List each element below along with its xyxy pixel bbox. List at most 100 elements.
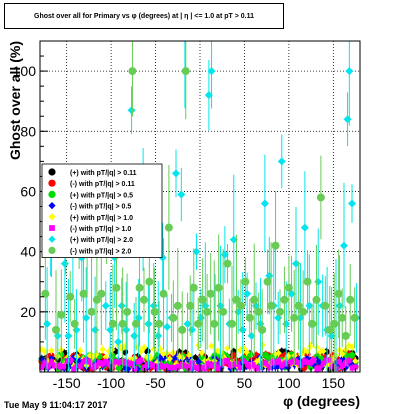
legend-marker bbox=[48, 235, 56, 243]
data-point bbox=[128, 67, 137, 76]
data-point bbox=[87, 359, 93, 365]
data-point bbox=[106, 325, 115, 334]
data-point bbox=[134, 313, 143, 322]
legend-marker bbox=[48, 179, 56, 187]
data-point bbox=[160, 364, 166, 370]
data-point bbox=[123, 307, 132, 316]
data-point bbox=[240, 344, 247, 351]
legend-label: (-) with pT/|q| > 1.0 bbox=[70, 226, 131, 233]
data-point bbox=[253, 365, 259, 371]
data-point bbox=[231, 361, 237, 368]
data-point bbox=[243, 348, 250, 356]
x-tick-label: 100 bbox=[277, 375, 301, 391]
data-point bbox=[154, 365, 160, 371]
data-point bbox=[173, 301, 182, 310]
data-point bbox=[304, 359, 310, 366]
data-point bbox=[348, 351, 356, 359]
data-point bbox=[68, 357, 74, 363]
data-point bbox=[290, 313, 299, 322]
data-point bbox=[352, 364, 358, 370]
data-point bbox=[311, 357, 317, 363]
data-point bbox=[114, 337, 123, 346]
data-point bbox=[102, 353, 109, 361]
x-tick-label: 50 bbox=[237, 375, 253, 391]
data-point bbox=[192, 247, 201, 256]
data-point bbox=[303, 277, 312, 286]
data-point bbox=[76, 347, 84, 354]
data-point bbox=[250, 295, 259, 304]
data-point bbox=[298, 362, 304, 368]
data-point bbox=[164, 223, 173, 232]
data-point bbox=[244, 361, 250, 367]
data-point bbox=[266, 364, 272, 370]
data-point bbox=[206, 289, 215, 298]
data-point bbox=[172, 169, 180, 178]
legend-marker bbox=[48, 190, 56, 198]
data-point bbox=[42, 360, 48, 366]
data-point bbox=[204, 91, 213, 100]
data-point bbox=[334, 289, 343, 298]
data-point bbox=[87, 307, 96, 316]
data-point bbox=[215, 365, 221, 371]
data-point bbox=[41, 289, 50, 298]
data-point bbox=[228, 319, 236, 328]
data-point bbox=[250, 362, 256, 368]
data-point bbox=[199, 364, 205, 371]
data-point bbox=[170, 365, 176, 371]
data-point bbox=[61, 363, 67, 369]
data-point bbox=[100, 361, 106, 367]
data-point bbox=[288, 359, 294, 365]
data-point bbox=[350, 313, 359, 322]
data-point bbox=[279, 363, 285, 369]
legend-label: (+) with pT/|q| > 0.11 bbox=[70, 170, 137, 177]
data-point bbox=[157, 363, 163, 369]
legend-box bbox=[41, 163, 163, 258]
data-point bbox=[263, 277, 272, 286]
data-point bbox=[64, 358, 70, 364]
x-tick-label: -50 bbox=[145, 375, 165, 391]
data-point bbox=[135, 283, 144, 292]
data-point bbox=[223, 259, 232, 268]
data-point bbox=[194, 319, 203, 328]
data-point bbox=[41, 348, 49, 355]
data-point bbox=[116, 359, 122, 365]
data-point bbox=[282, 360, 288, 366]
data-point bbox=[160, 355, 167, 362]
data-point bbox=[177, 190, 186, 199]
data-point bbox=[352, 357, 359, 365]
timestamp: Tue May 9 11:04:17 2017 bbox=[4, 400, 108, 410]
legend-label: (+) with pT/|q| > 0.5 bbox=[70, 192, 133, 199]
legend-marker bbox=[48, 246, 56, 254]
data-point bbox=[263, 360, 269, 366]
data-point bbox=[198, 295, 207, 304]
x-tick-label: 0 bbox=[196, 375, 204, 391]
data-point bbox=[45, 363, 51, 369]
data-point bbox=[183, 363, 189, 369]
data-point bbox=[346, 295, 355, 304]
data-point bbox=[324, 357, 330, 363]
y-tick-label: 20 bbox=[20, 304, 36, 320]
data-point bbox=[214, 283, 223, 292]
data-point bbox=[80, 358, 86, 365]
data-point bbox=[312, 295, 321, 304]
data-point bbox=[254, 307, 263, 316]
data-point bbox=[205, 361, 211, 367]
y-tick-label: 80 bbox=[20, 123, 36, 139]
data-point bbox=[314, 366, 320, 372]
data-point bbox=[232, 295, 241, 304]
data-point bbox=[73, 353, 81, 360]
data-point bbox=[236, 301, 245, 310]
data-point bbox=[224, 357, 230, 363]
x-tick-label: -150 bbox=[53, 375, 81, 391]
data-point bbox=[119, 358, 125, 365]
data-point bbox=[169, 313, 178, 322]
data-point bbox=[93, 363, 99, 369]
data-point bbox=[276, 307, 284, 316]
data-point bbox=[316, 193, 325, 202]
data-point bbox=[96, 360, 102, 366]
data-point bbox=[127, 106, 136, 115]
data-point bbox=[92, 351, 100, 358]
data-point bbox=[280, 295, 289, 304]
data-point bbox=[240, 358, 246, 364]
data-point bbox=[308, 319, 316, 328]
